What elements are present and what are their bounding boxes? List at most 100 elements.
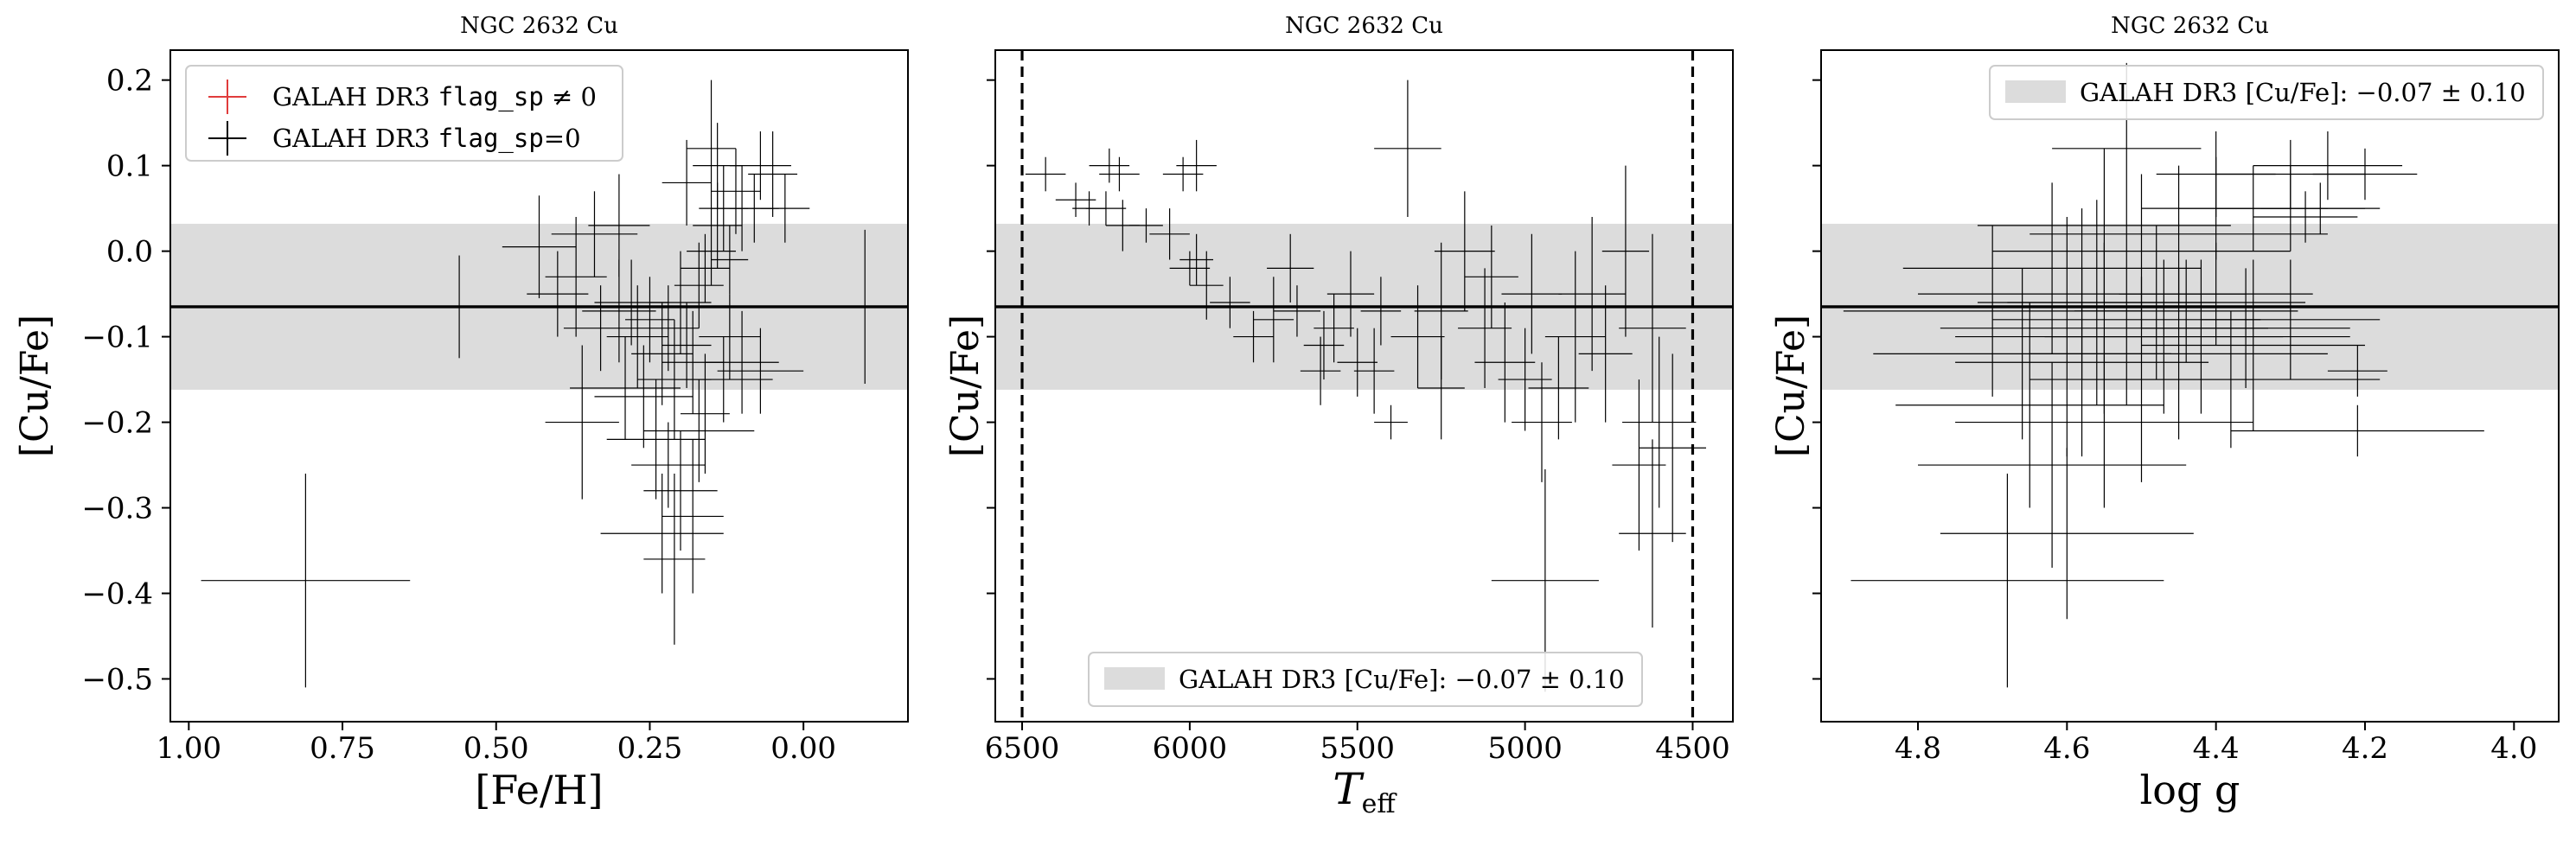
data-point [1390,285,1445,388]
data-point [1902,182,2202,354]
data-point [1273,285,1321,337]
data-point [643,430,718,551]
data-point [2029,165,2328,302]
y-tick-label: 0.2 [106,64,153,99]
data-point [1512,362,1572,482]
data-point [1977,148,2231,302]
x-axis-label: log g [2140,767,2240,813]
data-point [2230,404,2484,457]
data-point [502,195,577,299]
data-point [1374,80,1441,218]
legend-box [1088,652,1643,707]
data-point [1176,139,1217,192]
legend-suffix: =0 [544,124,581,153]
data-point [1955,268,2209,457]
data-point [760,174,810,243]
data-point [687,80,736,218]
data-point [2141,259,2365,431]
x-tick-label: 1.00 [156,731,221,766]
x-tick-label: 6500 [985,731,1060,766]
legend: GALAH DR3 [Cu/Fe]: −0.07 ± 0.10 [1989,65,2544,120]
data-point [1326,251,1375,337]
panel-title: NGC 2632 Cu [2111,13,2269,39]
data-point [693,123,743,209]
y-tick-label: −0.2 [81,406,153,441]
y-axis-label: [Cu/Fe] [13,315,57,457]
x-tick-label: 4.8 [1895,731,1941,766]
data-point [545,217,607,337]
axes-frame [169,49,909,723]
data-point [1498,328,1552,431]
legend-entry: GALAH DR3 flag_sp ≠ 0 [208,80,597,114]
data-point [2141,268,2350,388]
data-point [1360,277,1402,346]
data-point [2044,259,2284,414]
x-axis-label-main: T [1333,764,1365,814]
data-point [2081,310,2381,449]
data-point [527,251,589,337]
panel-1: 1.00 0.75 0.50 0.25 0.00 0.2 0.1 0.0 −0.1 −0.2 −0.… [13,13,909,813]
legend: GALAH DR3 flag_sp ≠ 0 GALAH DR3 flag_sp=0 [185,65,623,162]
data-point [662,302,712,388]
data-point [1873,268,2171,440]
x-tick-label: 0.50 [463,731,529,766]
data-point [1622,336,1697,508]
data-point [1544,251,1606,423]
data-point [201,473,411,688]
data-point [2253,191,2358,243]
legend-text: GALAH DR3 [272,124,438,153]
data-point [674,242,724,328]
data-point [1169,251,1211,286]
y-tick-label: −0.5 [81,663,153,697]
x-axis-label: [Fe/H] [475,767,603,813]
x-tick-label: 4.4 [2193,731,2240,766]
data-point [1639,353,1706,543]
data-point [1619,233,1686,423]
data-point [680,353,730,474]
panel-2: 6500 6000 5500 5000 4500 NGC 2632 Cu [Cu/Fe] Te… [943,13,1734,819]
legend-label: GALAH DR3 [Cu/Fe]: −0.07 ± 0.10 [1179,665,1625,694]
legend-entry: GALAH DR3 [Cu/Fe]: −0.07 ± 0.10 [1104,665,1625,694]
data-point [1162,156,1204,192]
data-point [1501,233,1563,354]
data-point [717,328,804,414]
data-point [748,131,798,218]
data-point [1851,473,2164,688]
y-tick-label: 0.0 [106,235,153,270]
data-point [674,336,773,423]
x-tick-label: 0.25 [617,731,683,766]
plot-area [1821,62,2559,688]
data-point [1303,310,1345,380]
data-point [551,191,638,277]
legend-patch [1104,667,1165,690]
data-point [643,473,706,645]
data-point [1149,208,1190,260]
legend-code: flag_sp [438,124,544,154]
data-point [545,345,619,500]
data-point [662,139,712,226]
data-point [606,379,706,500]
axes-frame [994,49,1734,723]
data-point [1374,404,1408,440]
data-point [637,285,700,372]
data-point [1300,336,1341,405]
data-point [1458,268,1512,388]
data-point [1025,156,1066,192]
y-tick-label: −0.3 [81,492,153,526]
data-point [1940,448,2194,620]
plot-area [995,50,1733,722]
x-tick-label: 0.75 [310,731,375,766]
y-tick-label: 0.1 [106,150,153,184]
x-tick-label: 4.6 [2043,731,2090,766]
data-point [662,439,724,594]
x-axis-label-sub: eff [1362,789,1398,819]
data-point [1337,328,1378,397]
data-point [625,277,674,363]
data-point [1055,182,1096,218]
series-1 [1843,62,2484,688]
y-axis-label: [Cu/Fe] [943,315,988,457]
data-point [1267,233,1314,302]
y-tick-label: −0.4 [81,577,153,612]
data-point [570,336,681,440]
data-point [1099,156,1140,192]
